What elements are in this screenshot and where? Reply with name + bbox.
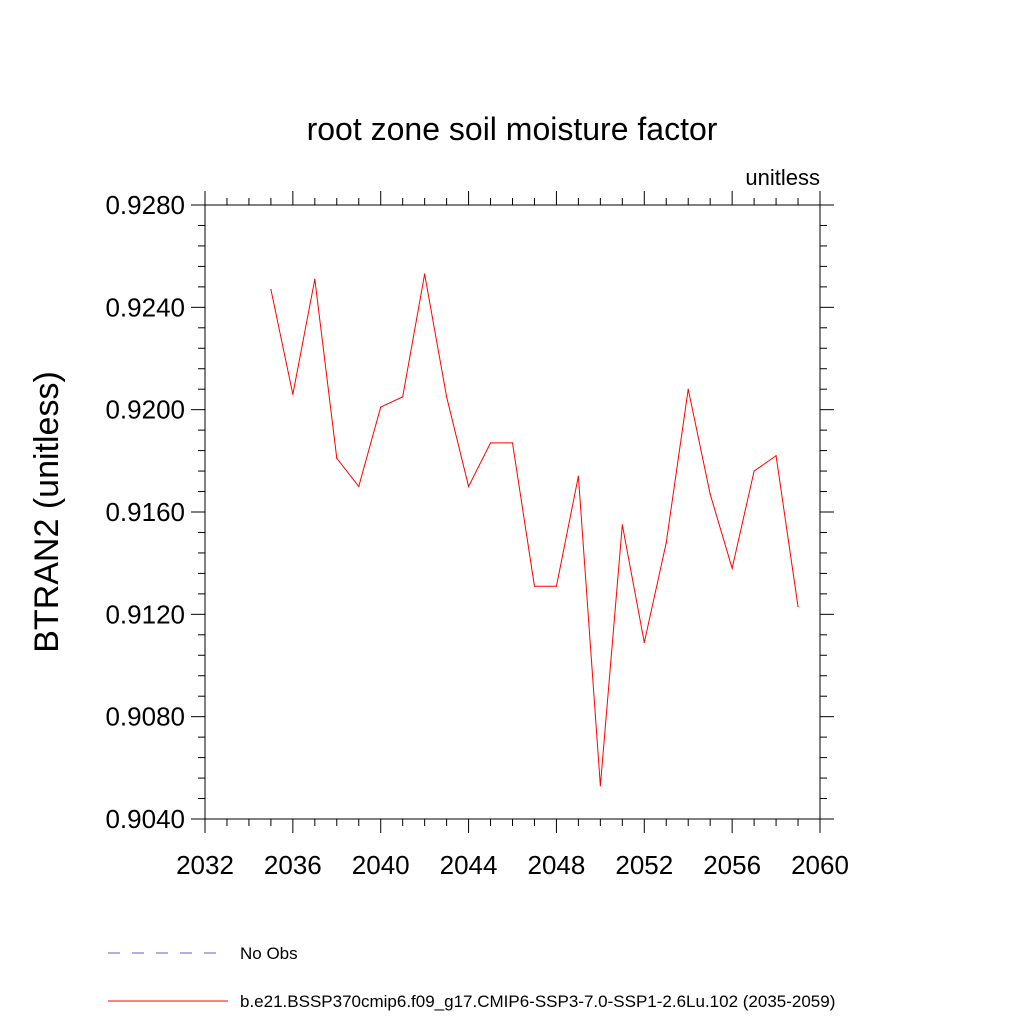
data-point (380, 406, 382, 408)
data-point (533, 585, 536, 587)
data-point (775, 455, 777, 457)
data-point (446, 396, 448, 398)
data-point (555, 585, 558, 587)
axis-ticks (191, 191, 834, 833)
data-point (292, 393, 294, 395)
data-point (358, 485, 360, 488)
legend-label-series: b.e21.BSSP370cmip6.f09_g17.CMIP6-SSP3-7.… (240, 992, 835, 1011)
y-tick-label: 0.9160 (105, 497, 185, 527)
data-point (402, 396, 404, 398)
x-tick-label: 2044 (440, 850, 498, 880)
x-tick-label: 2060 (791, 850, 849, 880)
data-point (687, 388, 689, 390)
legend: No Obs b.e21.BSSP370cmip6.f09_g17.CMIP6-… (108, 944, 835, 1011)
x-tick-label: 2056 (703, 850, 761, 880)
y-tick-label: 0.9240 (105, 292, 185, 322)
data-point (709, 493, 711, 495)
data-point (336, 457, 338, 459)
legend-label-no-obs: No Obs (240, 944, 298, 963)
data-point (511, 442, 514, 444)
data-point (599, 785, 601, 787)
y-tick-label: 0.9200 (105, 395, 185, 425)
x-tick-label: 2040 (352, 850, 410, 880)
data-point (467, 485, 470, 488)
data-point (270, 288, 272, 291)
units-label: unitless (745, 165, 820, 190)
plot-frame (204, 204, 821, 820)
data-point (731, 567, 733, 569)
series-group (270, 273, 799, 787)
chart-title: root zone soil moisture factor (307, 111, 718, 147)
y-tick-label: 0.9040 (105, 804, 185, 834)
tick-labels: 2032 2036 2040 2044 2048 2052 2056 2060 0.9280 0.… (105, 190, 848, 880)
series-line (270, 273, 799, 786)
x-tick-label: 2052 (615, 850, 673, 880)
data-point (621, 524, 623, 526)
data-point (665, 542, 667, 544)
data-point (797, 606, 799, 608)
x-tick-label: 2036 (264, 850, 322, 880)
y-tick-label: 0.9280 (105, 190, 185, 220)
data-point (314, 278, 316, 280)
data-point (643, 641, 645, 644)
y-tick-label: 0.9120 (105, 599, 185, 629)
data-point (753, 470, 755, 472)
y-axis-label: BTRAN2 (unitless) (28, 371, 66, 653)
data-point (489, 442, 492, 444)
data-point (424, 273, 426, 275)
data-point (577, 475, 579, 477)
x-tick-label: 2032 (176, 850, 234, 880)
x-tick-label: 2048 (528, 850, 586, 880)
y-tick-label: 0.9080 (105, 702, 185, 732)
